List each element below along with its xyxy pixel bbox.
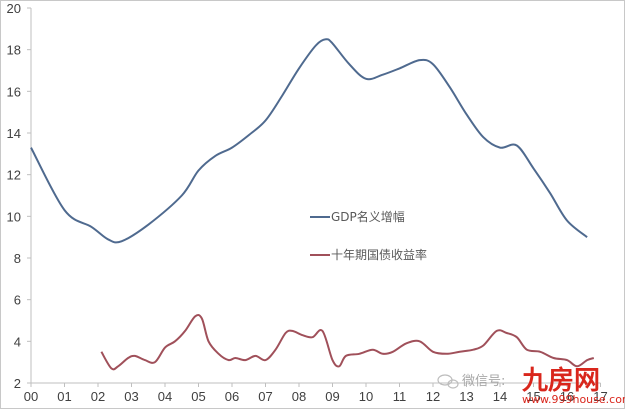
x-tick-label: 14: [493, 389, 507, 404]
y-tick-label: 2: [14, 376, 21, 391]
x-tick-label: 01: [57, 389, 71, 404]
y-tick-label: 6: [14, 293, 21, 308]
series-line-gdp: [30, 38, 588, 244]
series-lines: [30, 38, 595, 371]
site-url: www.999house.com: [522, 393, 625, 406]
series-line-bond-yield: [100, 314, 595, 371]
legend: GDP名义增幅 十年期国债收益率: [310, 209, 427, 262]
x-tick-label: 02: [91, 389, 105, 404]
y-tick-label: 16: [7, 84, 21, 99]
y-tick-label: 8: [14, 251, 21, 266]
wechat-icon: [437, 374, 459, 389]
x-tick-label: 00: [24, 389, 38, 404]
x-tick-label: 13: [459, 389, 473, 404]
x-tick-label: 11: [393, 389, 407, 404]
x-tick-label: 12: [426, 389, 440, 404]
y-tick-label: 20: [7, 1, 21, 16]
x-tick-label: 06: [225, 389, 239, 404]
x-tick-label: 09: [325, 389, 339, 404]
x-tick-label: 10: [359, 389, 373, 404]
axes: 2 4 6 8 10 12 14 16 18 20 00 01 02 03 04 05 06 07 08 09 10 11…: [7, 1, 608, 404]
x-tick-label: 07: [258, 389, 272, 404]
y-tick-label: 10: [7, 209, 21, 224]
y-tick-label: 14: [7, 126, 21, 141]
x-tick-label: 03: [124, 389, 138, 404]
legend-label-gdp: GDP名义增幅: [331, 209, 405, 224]
x-tick-label: 05: [191, 389, 205, 404]
y-tick-label: 12: [7, 168, 21, 183]
legend-label-bond: 十年期国债收益率: [331, 247, 427, 262]
x-tick-label: 16: [560, 389, 574, 404]
x-tick-label: 08: [292, 389, 306, 404]
wechat-id-text: 微信号:: [462, 374, 505, 389]
x-tick-label: 04: [158, 389, 172, 404]
x-tick-label: 17: [593, 389, 607, 404]
x-tick-label: 15: [526, 389, 540, 404]
y-tick-label: 18: [7, 43, 21, 58]
y-tick-label: 4: [14, 334, 21, 349]
watermark: 微信号: 九房网 www.999house.com: [437, 366, 625, 406]
site-logo: 九房网: [521, 366, 600, 396]
